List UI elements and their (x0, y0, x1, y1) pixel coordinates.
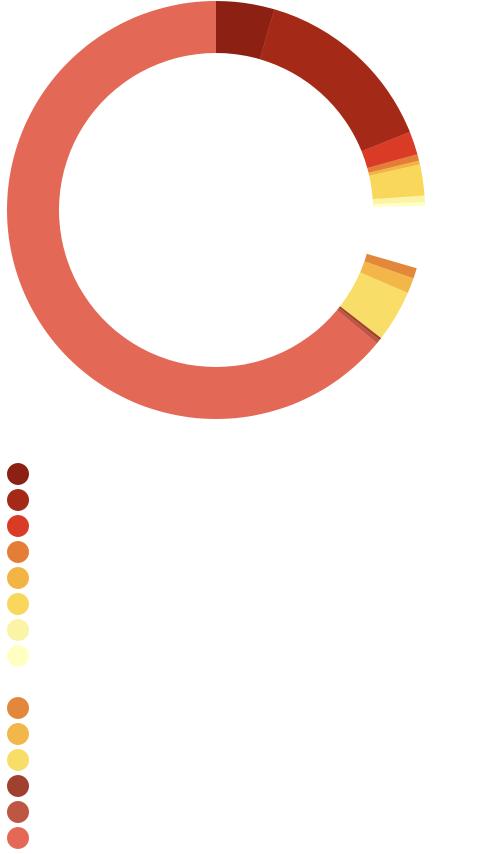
legend-item-10[interactable] (7, 697, 29, 719)
legend-swatch-15 (7, 827, 29, 849)
legend-swatch-4 (7, 541, 29, 563)
donut-slice-5[interactable] (368, 160, 420, 176)
legend-swatch-6 (7, 593, 29, 615)
donut-slice-3[interactable] (361, 131, 418, 169)
legend-swatch-2 (7, 489, 29, 511)
donut-slice-9[interactable] (366, 206, 425, 269)
donut-slice-1[interactable] (216, 1, 275, 60)
legend-item-7[interactable] (7, 619, 29, 641)
legend-item-5[interactable] (7, 567, 29, 589)
donut-slice-6[interactable] (369, 164, 425, 200)
donut-slice-12[interactable] (340, 272, 408, 339)
donut-slice-11[interactable] (360, 261, 414, 294)
legend-item-14[interactable] (7, 801, 29, 823)
legend-swatch-8 (7, 645, 29, 667)
legend-item-12[interactable] (7, 749, 29, 771)
donut-slice-15[interactable] (6, 1, 378, 420)
donut-slice-7[interactable] (372, 195, 425, 205)
legend-item-6[interactable] (7, 593, 29, 615)
legend-swatch-11 (7, 723, 29, 745)
donut-slice-8[interactable] (372, 202, 425, 208)
legend-item-8[interactable] (7, 645, 29, 667)
legend-item-13[interactable] (7, 775, 29, 797)
donut-slice-14[interactable] (336, 307, 380, 344)
donut-slice-13[interactable] (338, 306, 382, 341)
legend-item-15[interactable] (7, 827, 29, 849)
legend-swatch-1 (7, 463, 29, 485)
donut-slice-4[interactable] (367, 154, 420, 173)
legend-item-11[interactable] (7, 723, 29, 745)
donut-slice-10[interactable] (364, 253, 417, 279)
legend-swatch-10 (7, 697, 29, 719)
legend-item-2[interactable] (7, 489, 29, 511)
legend-swatch-14 (7, 801, 29, 823)
legend-swatch-7 (7, 619, 29, 641)
legend-swatch-13 (7, 775, 29, 797)
legend-swatch-5 (7, 567, 29, 589)
legend-item-1[interactable] (7, 463, 29, 485)
legend-item-3[interactable] (7, 515, 29, 537)
donut-slice-2[interactable] (259, 9, 410, 152)
legend-item-4[interactable] (7, 541, 29, 563)
legend-swatch-3 (7, 515, 29, 537)
donut-svg (6, 1, 425, 420)
legend-swatch-12 (7, 749, 29, 771)
